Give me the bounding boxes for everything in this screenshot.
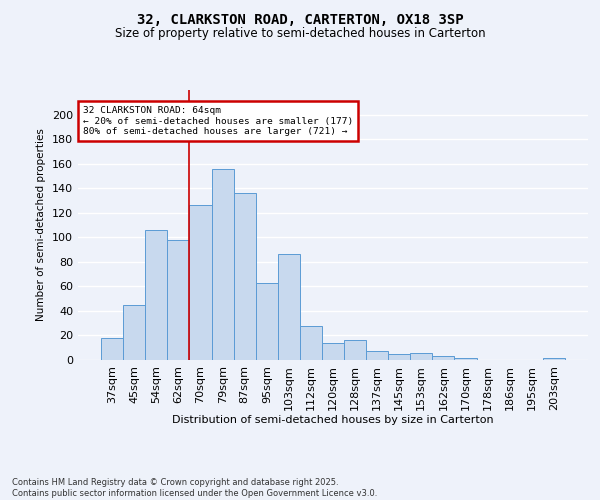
Bar: [101, 338, 123, 360]
Bar: [190, 206, 212, 360]
Bar: [454, 358, 476, 360]
X-axis label: Distribution of semi-detached houses by size in Carterton: Distribution of semi-detached houses by …: [172, 416, 494, 426]
Text: 32, CLARKSTON ROAD, CARTERTON, OX18 3SP: 32, CLARKSTON ROAD, CARTERTON, OX18 3SP: [137, 12, 463, 26]
Bar: [543, 358, 565, 360]
Bar: [145, 230, 167, 360]
Bar: [233, 193, 256, 360]
Bar: [256, 282, 278, 360]
Bar: [123, 305, 145, 360]
Bar: [433, 356, 454, 360]
Text: Contains HM Land Registry data © Crown copyright and database right 2025.
Contai: Contains HM Land Registry data © Crown c…: [12, 478, 377, 498]
Bar: [167, 240, 190, 360]
Text: Size of property relative to semi-detached houses in Carterton: Size of property relative to semi-detach…: [115, 28, 485, 40]
Bar: [212, 168, 233, 360]
Y-axis label: Number of semi-detached properties: Number of semi-detached properties: [37, 128, 46, 322]
Bar: [278, 254, 300, 360]
Bar: [388, 354, 410, 360]
Bar: [344, 340, 366, 360]
Bar: [300, 326, 322, 360]
Bar: [366, 352, 388, 360]
Bar: [410, 352, 433, 360]
Text: 32 CLARKSTON ROAD: 64sqm
← 20% of semi-detached houses are smaller (177)
80% of : 32 CLARKSTON ROAD: 64sqm ← 20% of semi-d…: [83, 106, 353, 136]
Bar: [322, 343, 344, 360]
